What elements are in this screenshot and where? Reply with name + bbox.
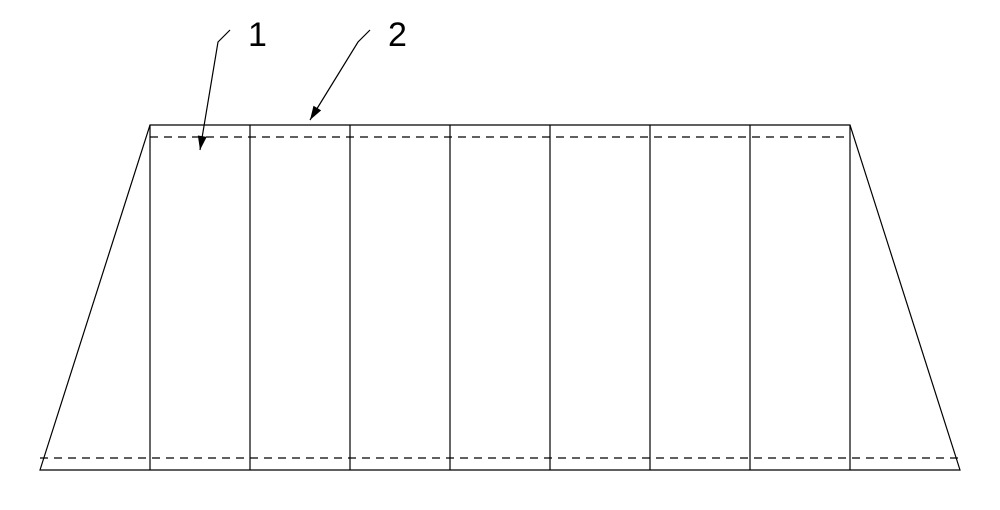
diagram-canvas: 12 xyxy=(0,0,1000,510)
label-1-arrowhead xyxy=(198,135,207,150)
trapezoid-outline xyxy=(40,125,960,470)
label-1-text: 1 xyxy=(248,16,267,54)
label-2-leader xyxy=(310,30,370,120)
label-2-arrowhead xyxy=(310,106,321,120)
label-2-text: 2 xyxy=(388,16,407,54)
label-1-leader xyxy=(200,30,230,150)
